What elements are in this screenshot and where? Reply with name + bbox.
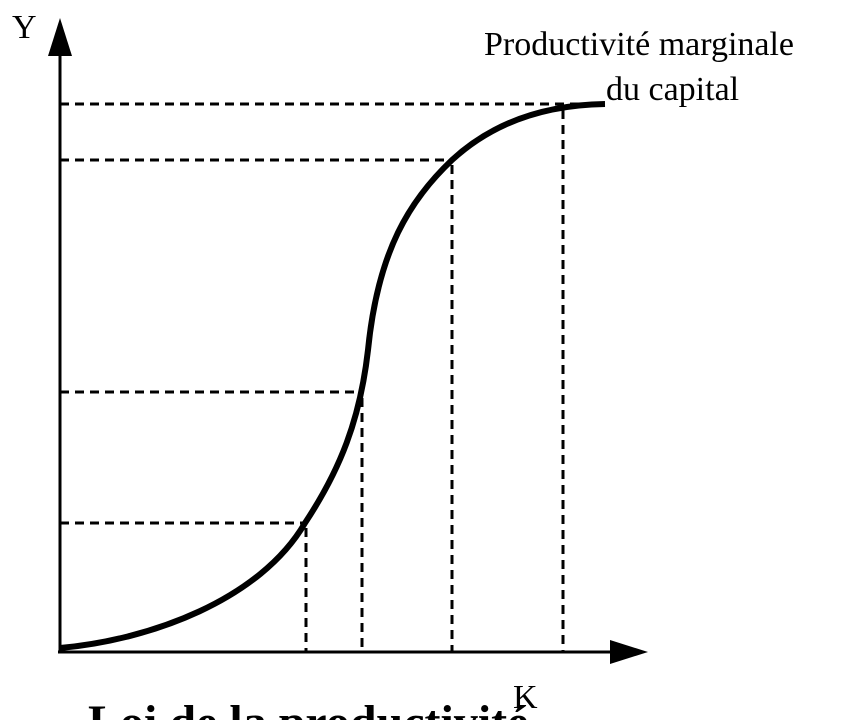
- y-arrow: [48, 18, 72, 56]
- diagram-title: Loi de la productivité: [88, 696, 528, 720]
- s-curve: [59, 101, 606, 651]
- x-arrow: [610, 640, 648, 664]
- annotation: Productivité marginale: [484, 26, 794, 63]
- guide-lines: [60, 102, 595, 652]
- annotation: du capital: [606, 71, 739, 108]
- y-label: Y: [12, 9, 37, 46]
- x-label: K: [513, 679, 538, 716]
